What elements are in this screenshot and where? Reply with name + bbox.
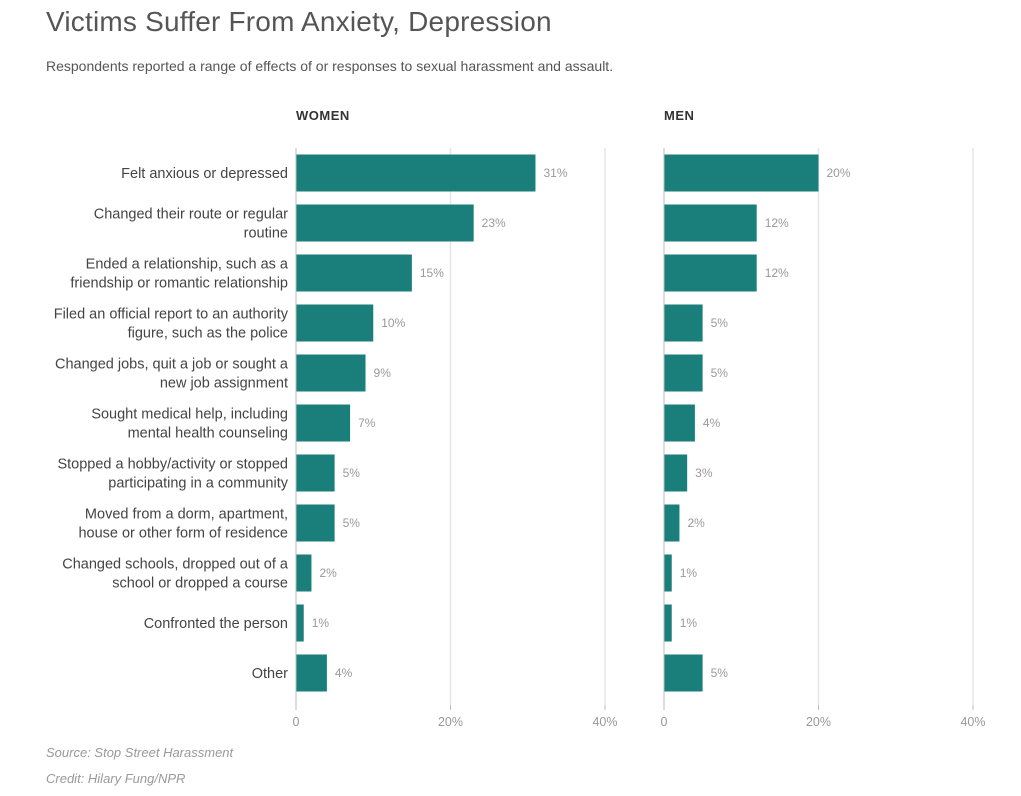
bar-men [664,404,695,442]
value-label-women: 2% [319,566,337,580]
bar-men [664,304,703,342]
source-note: Source: Stop Street Harassment [46,745,234,760]
bar-women [296,504,335,542]
value-label-women: 9% [374,366,392,380]
x-tick-label-women: 20% [438,715,463,729]
credits: Source: Stop Street Harassment Credit: H… [46,740,233,792]
bar-men [664,154,819,192]
value-label-women: 5% [343,516,361,530]
bar-men [664,454,688,492]
bar-women [296,154,536,192]
value-label-men: 3% [695,466,713,480]
category-label: Sought medical help, including [91,407,288,423]
category-label: mental health counseling [128,426,288,442]
category-label: house or other form of residence [78,526,288,542]
bar-women [296,604,304,642]
value-label-women: 23% [482,216,506,230]
x-tick-label-men: 0 [661,715,668,729]
value-label-men: 4% [703,416,721,430]
panel-title-men: MEN [664,108,694,123]
value-label-men: 1% [680,616,698,630]
value-label-women: 4% [335,666,353,680]
bar-women [296,204,474,242]
category-label: Felt anxious or depressed [121,166,288,182]
value-label-men: 2% [687,516,705,530]
value-label-men: 20% [827,166,851,180]
value-label-men: 5% [711,666,729,680]
value-label-men: 5% [711,316,729,330]
category-label: Changed jobs, quit a job or sought a [55,357,289,373]
category-label: Moved from a dorm, apartment, [85,507,288,523]
value-label-women: 15% [420,266,444,280]
category-label: routine [244,226,288,242]
category-label: Filed an official report to an authority [54,307,289,323]
bar-chart: Felt anxious or depressed Changed their r… [54,108,986,729]
chart-title: Victims Suffer From Anxiety, Depression [46,6,552,37]
bar-men [664,654,703,692]
value-label-women: 1% [312,616,330,630]
value-label-women: 7% [358,416,376,430]
bar-men [664,254,757,292]
bar-women [296,554,312,592]
bar-women [296,404,351,442]
bar-women [296,654,327,692]
bar-men [664,204,757,242]
bar-men [664,604,672,642]
bar-women [296,254,412,292]
category-label: Ended a relationship, such as a [86,257,289,273]
value-label-men: 12% [765,266,789,280]
value-label-women: 5% [343,466,361,480]
bar-men [664,354,703,392]
value-label-women: 31% [543,166,567,180]
value-label-men: 12% [765,216,789,230]
value-label-women: 10% [381,316,405,330]
x-tick-label-men: 20% [806,715,831,729]
category-label: figure, such as the police [128,326,288,342]
category-label: Changed their route or regular [94,207,288,223]
category-label: friendship or romantic relationship [70,276,288,292]
x-tick-label-women: 0 [293,715,300,729]
bar-men [664,504,680,542]
value-label-men: 1% [680,566,698,580]
category-label: new job assignment [160,376,288,392]
chart-subtitle: Respondents reported a range of effects … [46,58,614,74]
x-tick-label-women: 40% [592,715,617,729]
category-label: Stopped a hobby/activity or stopped [57,457,288,473]
bar-men [664,554,672,592]
x-tick-label-men: 40% [960,715,985,729]
credit-note: Credit: Hilary Fung/NPR [46,771,186,786]
bar-women [296,304,374,342]
bar-women [296,454,335,492]
category-label: school or dropped a course [112,576,288,592]
category-label: participating in a community [108,476,288,492]
panel-title-women: WOMEN [296,108,350,123]
value-label-men: 5% [711,366,729,380]
bar-women [296,354,366,392]
category-label: Other [252,666,288,682]
category-label: Changed schools, dropped out of a [62,557,289,573]
category-label: Confronted the person [144,616,288,632]
